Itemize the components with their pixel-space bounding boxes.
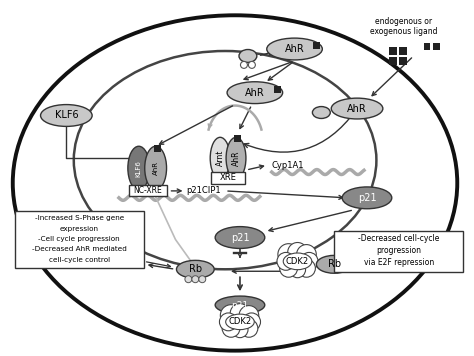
Ellipse shape	[239, 49, 257, 62]
Text: XRE: XRE	[219, 173, 237, 183]
Circle shape	[220, 305, 242, 326]
Text: p21: p21	[231, 300, 248, 309]
Ellipse shape	[176, 260, 214, 278]
Ellipse shape	[215, 296, 265, 314]
Text: -Decreased AhR mediated: -Decreased AhR mediated	[32, 246, 127, 252]
Bar	[389, 47, 397, 55]
Text: AhR: AhR	[231, 150, 240, 166]
Text: AhR: AhR	[245, 88, 265, 98]
FancyArrowPatch shape	[244, 111, 356, 152]
Text: AhR: AhR	[285, 44, 304, 54]
Bar	[334, 231, 463, 272]
Ellipse shape	[145, 146, 166, 190]
Ellipse shape	[227, 82, 283, 104]
Text: endogenous or: endogenous or	[375, 17, 432, 26]
Circle shape	[297, 245, 316, 264]
Circle shape	[290, 262, 306, 278]
Circle shape	[288, 242, 307, 262]
Bar	[424, 43, 430, 50]
Text: Cyp1A1: Cyp1A1	[272, 161, 304, 169]
Text: exogenous ligand: exogenous ligand	[370, 27, 438, 36]
Bar	[211, 172, 245, 184]
Text: -Cell cycle progression: -Cell cycle progression	[38, 236, 120, 242]
Bar	[15, 211, 144, 268]
Text: AhR: AhR	[153, 161, 159, 175]
Circle shape	[300, 252, 318, 270]
Text: KLF6: KLF6	[55, 110, 78, 120]
Ellipse shape	[210, 137, 230, 179]
Circle shape	[240, 319, 258, 337]
Circle shape	[222, 319, 240, 337]
Ellipse shape	[128, 146, 150, 190]
Ellipse shape	[267, 38, 322, 60]
Bar	[273, 86, 281, 93]
Circle shape	[243, 313, 261, 331]
Bar	[234, 135, 241, 142]
Circle shape	[239, 305, 259, 325]
Text: KLF6: KLF6	[136, 159, 142, 177]
Circle shape	[280, 260, 298, 277]
Circle shape	[219, 313, 237, 331]
Circle shape	[185, 276, 192, 283]
Text: NC-XRE: NC-XRE	[133, 187, 162, 195]
Text: via E2F repression: via E2F repression	[364, 258, 434, 267]
Text: -Decreased cell-cycle: -Decreased cell-cycle	[358, 234, 439, 244]
Text: CDK2: CDK2	[228, 317, 252, 326]
Bar	[129, 185, 166, 197]
Circle shape	[278, 244, 299, 265]
Text: p21: p21	[231, 232, 249, 242]
Circle shape	[232, 321, 248, 337]
Ellipse shape	[215, 227, 265, 248]
Text: Rb: Rb	[189, 264, 202, 274]
Bar	[399, 47, 407, 55]
Ellipse shape	[41, 105, 92, 126]
Ellipse shape	[226, 314, 254, 330]
Circle shape	[199, 276, 206, 283]
Circle shape	[298, 260, 315, 277]
Text: p21CIP1: p21CIP1	[186, 187, 221, 195]
Text: progression: progression	[376, 246, 421, 255]
Bar	[399, 57, 407, 65]
Circle shape	[248, 62, 255, 68]
Circle shape	[240, 62, 247, 68]
Ellipse shape	[316, 255, 352, 273]
Bar	[389, 57, 397, 65]
Ellipse shape	[331, 98, 383, 119]
Text: Arnt: Arnt	[216, 150, 225, 166]
Ellipse shape	[342, 187, 392, 209]
Bar	[154, 145, 161, 152]
Text: AhR: AhR	[347, 104, 367, 114]
Ellipse shape	[283, 253, 312, 270]
Text: CDK2: CDK2	[286, 257, 309, 266]
Text: cell-cycle control: cell-cycle control	[49, 257, 110, 263]
Text: p21: p21	[358, 193, 376, 203]
Ellipse shape	[226, 137, 246, 179]
Circle shape	[192, 276, 199, 283]
Circle shape	[277, 252, 295, 270]
Text: -Increased S-Phase gene: -Increased S-Phase gene	[35, 215, 124, 221]
Bar	[433, 43, 440, 50]
Bar	[313, 42, 320, 49]
Text: Rb: Rb	[328, 259, 341, 269]
Ellipse shape	[312, 106, 330, 119]
Circle shape	[230, 304, 250, 323]
Text: expression: expression	[60, 226, 99, 231]
